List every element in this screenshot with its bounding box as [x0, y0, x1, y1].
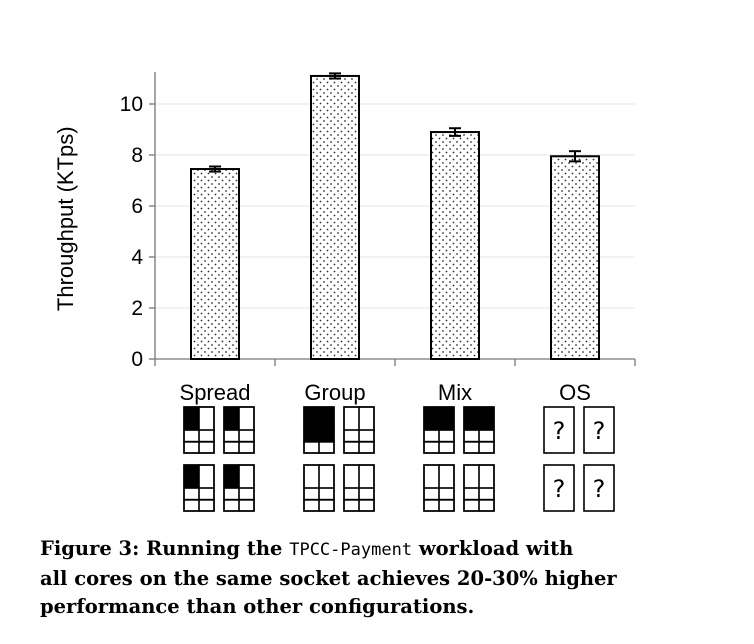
y-tick-label-8: 8 — [131, 144, 143, 167]
y-tick-label-10: 10 — [120, 93, 143, 116]
y-tick-label-6: 6 — [131, 195, 143, 218]
y-tick-label-4: 4 — [131, 246, 143, 269]
unknown-placement-mark: ? — [593, 417, 606, 445]
bars — [191, 73, 599, 359]
y-tick-label-0: 0 — [131, 348, 143, 371]
core-cell — [304, 430, 319, 442]
core-cell — [319, 430, 334, 442]
category-label-spread: Spread — [180, 380, 251, 405]
caption-line1-rest: workload with — [412, 537, 573, 560]
core-cell — [224, 407, 239, 430]
bar-spread — [191, 169, 239, 359]
core-cell — [184, 465, 199, 488]
caption-line3: performance than other configurations. — [40, 595, 474, 618]
config-mix — [424, 407, 494, 511]
config-os: ???? — [544, 407, 614, 511]
core-cell — [304, 407, 319, 430]
config-spread — [184, 407, 254, 511]
y-axis-label: Throughput (KTps) — [53, 126, 78, 311]
caption-line2: all cores on the same socket achieves 20… — [40, 567, 617, 590]
core-cell — [464, 407, 479, 430]
y-tick-label-2: 2 — [131, 297, 143, 320]
core-cell — [424, 407, 439, 430]
core-cell — [319, 407, 334, 430]
bar-mix — [431, 132, 479, 359]
unknown-placement-mark: ? — [593, 475, 606, 503]
config-group — [304, 407, 374, 511]
core-cell — [224, 465, 239, 488]
category-label-os: OS — [559, 380, 591, 405]
core-cell — [479, 407, 494, 430]
caption-prefix: Figure 3: Running the — [40, 537, 289, 560]
throughput-bar-chart: 0 2 4 6 8 10 Throughput (KTps) Spread Group Mix OS… — [0, 0, 754, 530]
figure-caption: Figure 3: Running the TPCC-Payment workl… — [40, 535, 740, 622]
bar-os — [551, 156, 599, 359]
bar-group — [311, 76, 359, 359]
caption-code: TPCC-Payment — [289, 540, 412, 560]
unknown-placement-mark: ? — [553, 475, 566, 503]
category-label-group: Group — [304, 380, 365, 405]
category-label-mix: Mix — [438, 380, 472, 405]
core-configuration-diagrams: ???? — [184, 407, 614, 511]
core-cell — [184, 407, 199, 430]
unknown-placement-mark: ? — [553, 417, 566, 445]
core-cell — [439, 407, 454, 430]
